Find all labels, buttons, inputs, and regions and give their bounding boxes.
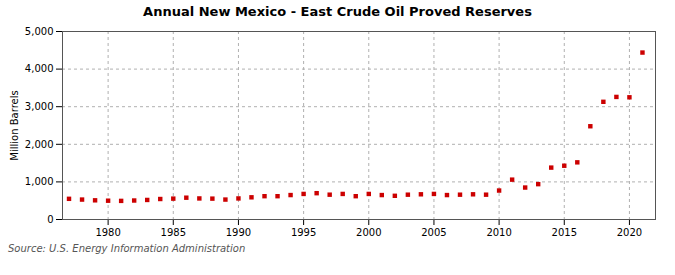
svg-text:4,000: 4,000 xyxy=(25,63,54,74)
svg-text:1,000: 1,000 xyxy=(25,176,54,187)
svg-text:3,000: 3,000 xyxy=(25,101,54,112)
svg-text:2015: 2015 xyxy=(552,227,577,238)
svg-text:2010: 2010 xyxy=(486,227,511,238)
svg-text:1990: 1990 xyxy=(226,227,251,238)
svg-text:2005: 2005 xyxy=(421,227,446,238)
svg-text:Million Barrels: Million Barrels xyxy=(9,90,20,160)
svg-text:0: 0 xyxy=(47,214,53,225)
svg-text:2020: 2020 xyxy=(617,227,642,238)
svg-text:2000: 2000 xyxy=(356,227,381,238)
svg-text:1995: 1995 xyxy=(291,227,316,238)
svg-text:1980: 1980 xyxy=(95,227,120,238)
html-text:Annual New Mexico - East Crude: Annual New Mexico - East Crude Oil Prove… xyxy=(143,4,532,19)
html-text:Source: U.S. Energy Informatio: Source: U.S. Energy Information Administ… xyxy=(8,243,246,254)
svg-text:1985: 1985 xyxy=(161,227,186,238)
svg-text:2,000: 2,000 xyxy=(25,139,54,150)
svg-text:5,000: 5,000 xyxy=(25,26,54,37)
